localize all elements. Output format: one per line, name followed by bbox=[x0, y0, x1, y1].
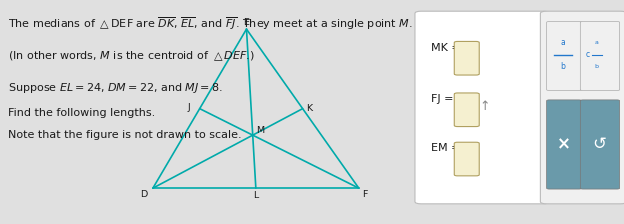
FancyBboxPatch shape bbox=[547, 100, 582, 189]
FancyBboxPatch shape bbox=[547, 22, 582, 90]
Text: b: b bbox=[560, 62, 565, 71]
Text: FJ =: FJ = bbox=[431, 94, 453, 104]
Text: b: b bbox=[595, 64, 598, 69]
FancyBboxPatch shape bbox=[580, 100, 620, 189]
Text: K: K bbox=[306, 104, 312, 113]
FancyBboxPatch shape bbox=[540, 11, 624, 204]
Text: Note that the figure is not drawn to scale.: Note that the figure is not drawn to sca… bbox=[8, 130, 241, 140]
Text: D: D bbox=[140, 190, 147, 199]
Text: ×: × bbox=[557, 136, 571, 153]
Text: J: J bbox=[188, 103, 191, 112]
Text: a: a bbox=[560, 38, 565, 47]
Text: F: F bbox=[362, 190, 368, 199]
Text: E: E bbox=[243, 18, 250, 27]
Text: Suppose $EL=24$, $DM=22$, and $MJ=8$.: Suppose $EL=24$, $DM=22$, and $MJ=8$. bbox=[8, 81, 223, 95]
Text: Find the following lengths.: Find the following lengths. bbox=[8, 108, 155, 118]
FancyBboxPatch shape bbox=[415, 11, 549, 204]
Text: ↺: ↺ bbox=[593, 136, 607, 153]
Text: (In other words, $M$ is the centroid of $\triangle DEF$.): (In other words, $M$ is the centroid of … bbox=[8, 49, 255, 63]
Text: M: M bbox=[256, 126, 264, 135]
FancyBboxPatch shape bbox=[580, 22, 620, 90]
Text: L: L bbox=[253, 191, 258, 200]
Text: a: a bbox=[595, 40, 598, 45]
FancyBboxPatch shape bbox=[454, 142, 479, 176]
Text: EM =: EM = bbox=[431, 143, 460, 153]
Text: c: c bbox=[586, 50, 590, 59]
FancyBboxPatch shape bbox=[454, 41, 479, 75]
FancyBboxPatch shape bbox=[454, 93, 479, 127]
Text: The medians of $\triangle$DEF are $\overline{DK}$, $\overline{EL}$, and $\overli: The medians of $\triangle$DEF are $\over… bbox=[8, 16, 413, 32]
Text: ↑: ↑ bbox=[479, 100, 490, 113]
Text: MK =: MK = bbox=[431, 43, 461, 53]
